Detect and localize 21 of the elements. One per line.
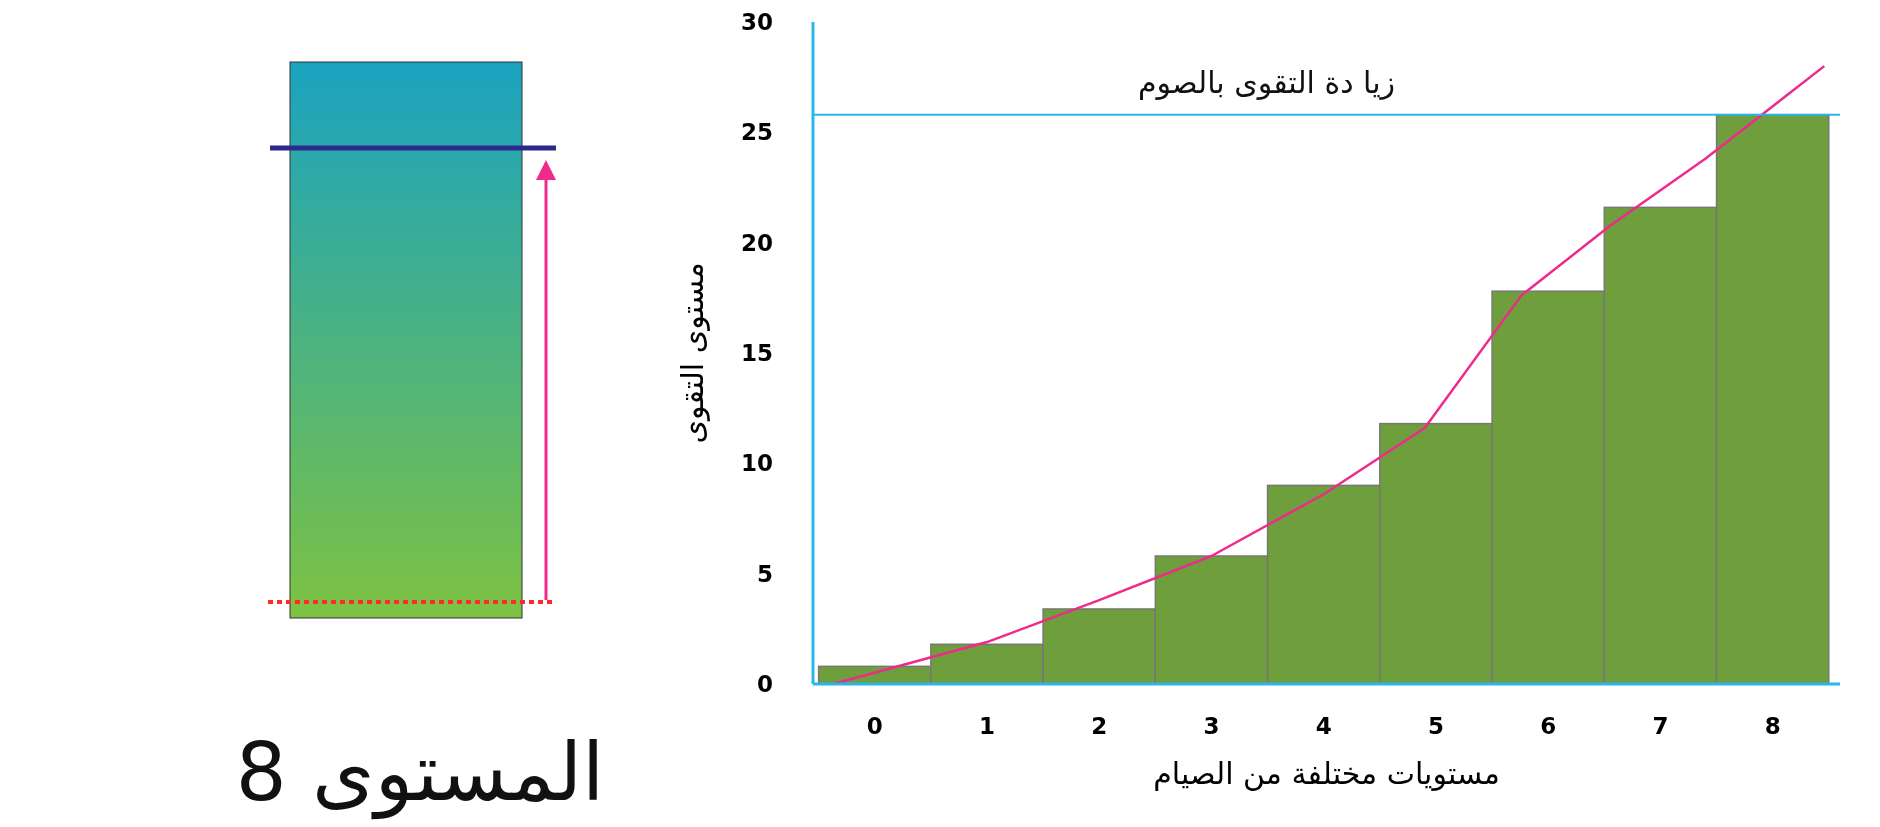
y-tick-label: 15 <box>740 340 773 366</box>
line-series <box>831 64 1826 686</box>
x-tick-label: 1 <box>978 713 995 739</box>
y-tick-label: 5 <box>756 560 773 587</box>
x-tick-label: 4 <box>1315 713 1332 739</box>
y-tick-label: 0 <box>756 671 773 697</box>
x-tick-label: 7 <box>1652 713 1669 739</box>
x-axis-title: مستويات مختلفة من الصيام <box>1153 756 1500 791</box>
text: المستوى 8 <box>235 726 605 820</box>
x-tick-label: 8 <box>1764 713 1781 739</box>
x-tick-label: 3 <box>1203 713 1220 739</box>
y-tick-label: 20 <box>740 229 773 256</box>
x-tick-label: 6 <box>1540 713 1557 739</box>
y-tick-label: 10 <box>740 450 773 477</box>
y-tick-label: 25 <box>740 119 773 146</box>
ref-line-label: زيا دة التقوى بالصوم <box>1137 64 1396 100</box>
x-tick-label: 2 <box>1091 713 1108 739</box>
y-axis-title: مستوى التقوى <box>675 262 710 444</box>
x-tick-label: 0 <box>866 713 883 739</box>
y-tick-label: 30 <box>740 9 773 35</box>
x-tick-label: 5 <box>1427 713 1444 739</box>
